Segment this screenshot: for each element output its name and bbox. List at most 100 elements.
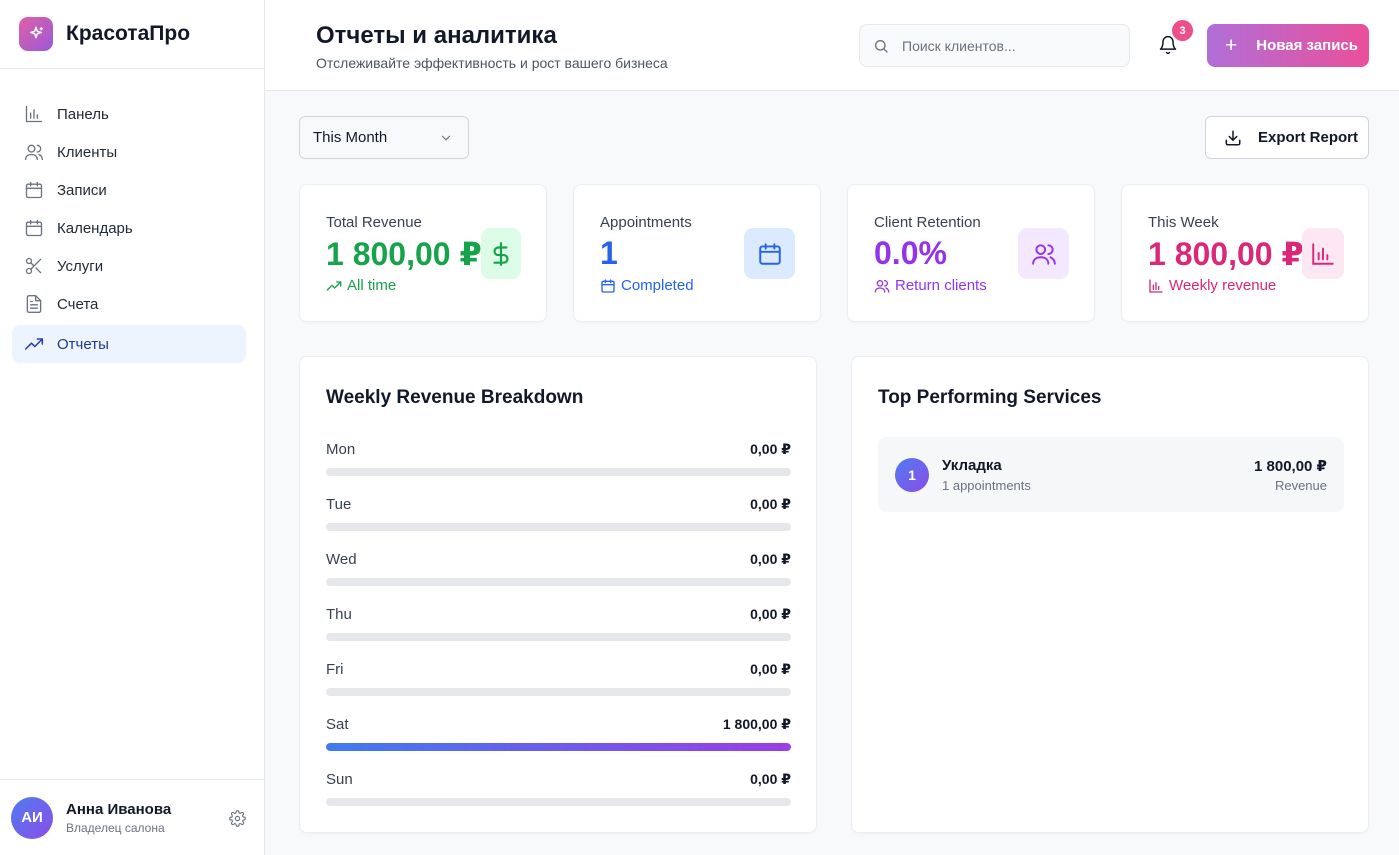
avatar[interactable]: АИ [11, 796, 53, 839]
sidebar: КрасотаПро Панель Клиенты Записи Календа… [0, 0, 265, 855]
dollar-icon [481, 228, 521, 279]
download-icon [1225, 130, 1241, 145]
section-title: Top Performing Services [878, 387, 1102, 408]
kpi-sub-label: Weekly revenue [1169, 277, 1277, 294]
calendar-icon [25, 181, 43, 199]
trending-up-icon [326, 280, 342, 291]
bar-chart-icon [25, 105, 43, 123]
sidebar-item-invoices[interactable]: Счета [12, 285, 246, 323]
sidebar-item-label: Записи [57, 181, 107, 199]
user-profile[interactable]: АИ Анна Иванова Владелец салона [0, 779, 264, 855]
section-title: Weekly Revenue Breakdown [326, 387, 584, 408]
kpi-sub: Weekly revenue [1148, 277, 1276, 294]
kpi-value: 0.0% [874, 235, 947, 271]
day-value: 0,00 ₽ [750, 771, 791, 787]
kpi-label: Client Retention [874, 214, 981, 231]
bell-icon[interactable] [1158, 35, 1178, 55]
new-appointment-button[interactable]: + Новая запись [1207, 24, 1369, 67]
day-value: 0,00 ₽ [750, 661, 791, 677]
day-value: 0,00 ₽ [750, 606, 791, 622]
sparkles-icon[interactable] [19, 17, 53, 51]
day-value: 1 800,00 ₽ [722, 716, 791, 732]
kpi-sub-label: Completed [621, 277, 694, 294]
kpi-card-total-revenue: Total Revenue 1 800,00 ₽ All time [299, 184, 547, 322]
user-role: Владелец салона [66, 820, 165, 835]
period-select-value: This Month [313, 129, 388, 146]
calendar-icon [25, 219, 43, 237]
kpi-value: 1 [600, 235, 618, 271]
day-progress-track [326, 688, 791, 696]
sidebar-item-appointments[interactable]: Записи [12, 171, 246, 209]
sidebar-item-clients[interactable]: Клиенты [12, 133, 246, 171]
day-progress-track [326, 523, 791, 531]
kpi-value: 1 800,00 ₽ [326, 236, 482, 272]
service-count: 1 appointments [942, 478, 1031, 493]
list-item[interactable]: 1 Укладка 1 appointments 1 800,00 ₽ Reve… [878, 437, 1344, 512]
export-report-button[interactable]: Export Report [1205, 116, 1369, 159]
sidebar-item-label: Панель [57, 105, 109, 123]
bar-chart-icon [1302, 228, 1344, 279]
day-progress-track [326, 633, 791, 641]
users-icon [874, 279, 890, 293]
scissors-icon [25, 257, 42, 275]
day-progress-fill [326, 743, 791, 751]
brand-name: КрасотаПро [66, 22, 191, 45]
kpi-sub: Return clients [874, 277, 987, 294]
sidebar-item-panel[interactable]: Панель [12, 95, 246, 133]
file-text-icon [26, 295, 42, 313]
period-select[interactable]: This Month [299, 116, 469, 159]
header: Отчеты и аналитика Отслеживайте эффектив… [265, 0, 1399, 91]
kpi-label: Appointments [600, 214, 692, 231]
page-subtitle: Отслеживайте эффективность и рост вашего… [316, 55, 668, 71]
sidebar-item-label: Услуги [57, 257, 104, 275]
plus-icon: + [1225, 33, 1238, 57]
day-progress-track [326, 578, 791, 586]
day-name: Tue [326, 496, 352, 513]
weekly-revenue-card: Weekly Revenue Breakdown Mon 0,00 ₽ Tue 0,0… [299, 356, 817, 833]
calendar-icon [601, 278, 615, 293]
sidebar-item-calendar[interactable]: Календарь [12, 209, 246, 247]
day-name: Mon [326, 441, 356, 458]
day-progress-track [326, 743, 791, 751]
kpi-sub: All time [326, 277, 396, 294]
kpi-value: 1 800,00 ₽ [1148, 236, 1304, 272]
sidebar-item-services[interactable]: Услуги [12, 247, 246, 285]
users-icon [1018, 228, 1069, 279]
trending-up-icon [24, 338, 44, 350]
sidebar-item-label: Клиенты [57, 143, 118, 161]
gear-icon[interactable] [229, 810, 246, 827]
service-rank: 1 [895, 458, 929, 492]
search-input[interactable] [902, 37, 1112, 54]
kpi-sub: Completed [600, 277, 694, 294]
page-title: Отчеты и аналитика [316, 22, 557, 49]
export-report-label: Export Report [1258, 129, 1359, 146]
service-revenue: 1 800,00 ₽ [1254, 458, 1327, 475]
user-name: Анна Иванова [66, 800, 172, 818]
service-name: Укладка [942, 457, 1002, 474]
sidebar-item-label: Счета [57, 295, 99, 313]
top-services-card: Top Performing Services 1 Укладка 1 appo… [851, 356, 1369, 833]
day-progress-track [326, 468, 791, 476]
kpi-card-client-retention: Client Retention 0.0% Return clients [847, 184, 1095, 322]
calendar-icon [744, 228, 795, 279]
kpi-card-appointments: Appointments 1 Completed [573, 184, 821, 322]
bar-chart-icon [1149, 278, 1163, 293]
day-name: Sun [326, 771, 353, 788]
users-icon [25, 144, 43, 161]
sidebar-nav: Панель Клиенты Записи Календарь Услуги С… [0, 69, 264, 363]
notification-badge: 3 [1172, 20, 1193, 41]
search-box[interactable] [859, 24, 1130, 67]
sidebar-item-label: Календарь [57, 219, 133, 237]
service-revenue-label: Revenue [1274, 478, 1327, 493]
kpi-sub-label: Return clients [895, 277, 987, 294]
sidebar-item-reports[interactable]: Отчеты [12, 325, 246, 363]
chevron-down-icon [441, 135, 451, 141]
user-text: Анна Иванова Владелец салона [66, 801, 171, 835]
day-value: 0,00 ₽ [750, 496, 791, 512]
day-name: Wed [326, 551, 357, 568]
kpi-label: This Week [1148, 214, 1219, 231]
kpi-label: Total Revenue [326, 214, 422, 231]
day-progress-track [326, 798, 791, 806]
day-name: Sat [326, 716, 349, 733]
kpi-card-this-week: This Week 1 800,00 ₽ Weekly revenue [1121, 184, 1369, 322]
